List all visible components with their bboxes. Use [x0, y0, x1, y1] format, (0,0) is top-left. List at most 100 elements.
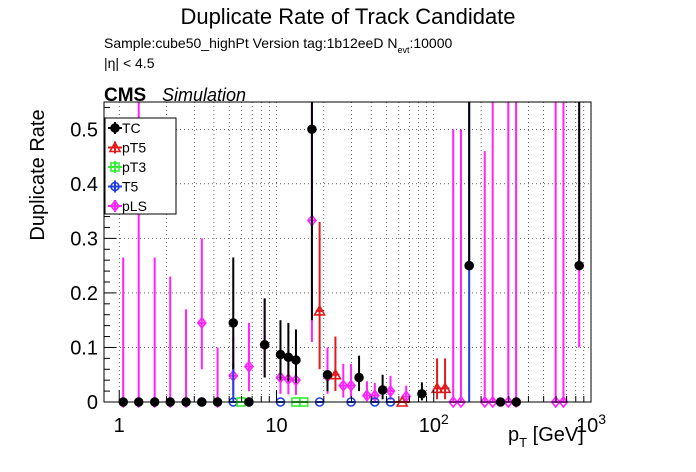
marker: [550, 395, 561, 409]
simulation-label: Simulation: [162, 85, 246, 105]
legend-label: TC: [122, 120, 141, 136]
x-axis-label-sub: T: [519, 435, 527, 450]
marker: [487, 395, 498, 409]
legend-label: pT3: [122, 159, 146, 175]
legend-marker: [108, 140, 122, 153]
x-axis-label-main: p: [508, 424, 519, 446]
data-point: [550, 102, 561, 409]
marker: [307, 124, 317, 135]
data-point: [228, 363, 239, 407]
legend-label: pT5: [122, 140, 146, 156]
y-tick-label: 0.4: [70, 174, 98, 196]
data-point: [259, 298, 270, 378]
cms-label: CMS: [104, 85, 146, 106]
data-point: [503, 102, 514, 409]
sample-info-sub: evt: [397, 45, 410, 55]
marker: [503, 395, 514, 409]
legend-entry-pls: pLS: [108, 198, 147, 214]
data-point: [430, 358, 444, 400]
data-point: [417, 382, 427, 401]
data-point: [118, 257, 129, 409]
x-tick-label: 10: [265, 415, 287, 437]
eta-cut: |η| < 4.5: [104, 55, 155, 71]
data-point: [385, 375, 396, 400]
marker: [558, 395, 569, 409]
data-point: [149, 257, 160, 409]
marker: [438, 381, 452, 394]
data-point: [181, 309, 192, 409]
sample-info-count: :10000: [409, 35, 452, 51]
marker: [329, 368, 342, 380]
x-tick-label: 102: [419, 411, 449, 437]
legend-marker: [110, 181, 120, 192]
data-point: [574, 102, 584, 271]
x-axis-label-unit: [GeV]: [527, 424, 584, 446]
marker: [338, 379, 349, 392]
legend-marker: [109, 199, 121, 213]
marker: [346, 379, 357, 392]
data-point: [313, 222, 326, 370]
marker: [196, 316, 207, 330]
grid: [104, 102, 591, 402]
data-point: [361, 381, 372, 402]
marker: [430, 381, 444, 394]
legend-marker: [110, 123, 120, 133]
chart-title: Duplicate Rate of Track Candidate: [180, 4, 515, 29]
data-point: [448, 129, 459, 409]
data-point: [487, 102, 498, 409]
marker: [455, 395, 467, 409]
legend-label: pLS: [122, 198, 147, 214]
marker: [464, 260, 474, 271]
legend-marker: [110, 162, 120, 172]
series-pls: [118, 102, 585, 409]
sample-info-main: Sample:cube50_highPt Version tag:1b12eeD…: [104, 35, 397, 51]
y-tick-label: 0.2: [70, 283, 98, 305]
data-point: [329, 336, 342, 392]
marker: [283, 372, 294, 386]
marker: [448, 395, 459, 409]
marker: [377, 385, 388, 395]
series-tc: [118, 102, 584, 407]
legend-entry-pt5: pT5: [108, 140, 146, 156]
data-point: [479, 151, 490, 409]
x-tick-label: 103: [576, 411, 606, 437]
marker: [322, 369, 333, 380]
data-point: [346, 363, 357, 398]
data-point: [165, 276, 176, 409]
y-tick-label: 0.1: [70, 337, 98, 359]
marker: [290, 373, 301, 387]
marker: [291, 355, 301, 365]
x-axis-label: pT [GeV]: [508, 424, 584, 450]
y-tick-label: 0.5: [70, 119, 98, 141]
series-layer: [118, 102, 585, 409]
data-point: [243, 322, 254, 392]
legend-entry-tc: TC: [108, 120, 141, 136]
marker: [243, 360, 254, 373]
plot-frame: [103, 101, 592, 403]
data-point: [283, 322, 294, 382]
marker: [275, 371, 286, 384]
marker: [313, 304, 326, 316]
marker: [228, 318, 239, 328]
data-point: [228, 257, 239, 370]
marker: [479, 395, 490, 409]
marker: [361, 389, 372, 402]
legend-label: T5: [122, 179, 139, 195]
marker: [259, 339, 270, 350]
marker: [574, 260, 584, 271]
x-tick-label: 1: [114, 415, 125, 437]
y-tick-label: 0.3: [70, 228, 98, 250]
data-point: [307, 102, 317, 321]
data-point: [464, 102, 474, 271]
sample-info: Sample:cube50_highPt Version tag:1b12eeD…: [104, 35, 452, 55]
data-point: [511, 102, 522, 409]
marker: [417, 389, 427, 399]
marker: [369, 389, 380, 402]
legend-entry-pt3: pT3: [108, 159, 146, 175]
marker: [354, 372, 364, 383]
data-point: [354, 355, 364, 392]
marker: [275, 349, 286, 360]
data-point: [338, 363, 349, 398]
y-axis-label: Duplicate Rate: [27, 109, 49, 240]
